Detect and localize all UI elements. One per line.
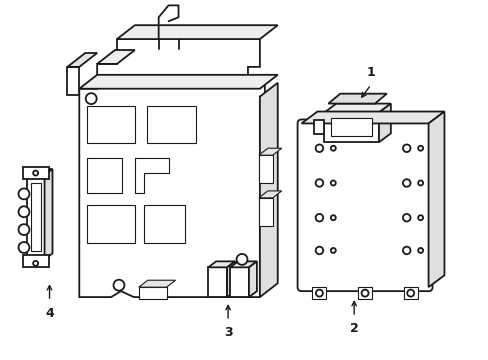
Circle shape — [330, 180, 335, 185]
Polygon shape — [208, 261, 235, 267]
Text: 3: 3 — [224, 326, 232, 339]
Polygon shape — [324, 104, 390, 113]
Circle shape — [417, 146, 422, 151]
Polygon shape — [27, 169, 52, 175]
Circle shape — [19, 206, 29, 217]
Polygon shape — [258, 191, 281, 198]
Polygon shape — [314, 121, 324, 134]
Circle shape — [330, 248, 335, 253]
Polygon shape — [79, 39, 264, 297]
Circle shape — [407, 290, 413, 297]
Polygon shape — [22, 167, 48, 179]
Bar — [331, 118, 371, 136]
Bar — [87, 205, 135, 243]
Polygon shape — [139, 280, 175, 287]
Polygon shape — [301, 112, 444, 123]
Text: 2: 2 — [349, 322, 358, 336]
Bar — [87, 158, 122, 193]
Polygon shape — [22, 255, 48, 267]
Polygon shape — [208, 267, 226, 297]
Circle shape — [315, 247, 323, 254]
Bar — [31, 183, 41, 251]
Circle shape — [330, 215, 335, 220]
Polygon shape — [226, 261, 235, 297]
Circle shape — [19, 224, 29, 235]
Polygon shape — [324, 113, 378, 142]
Polygon shape — [378, 104, 390, 142]
Circle shape — [315, 290, 322, 297]
Circle shape — [19, 242, 29, 253]
Polygon shape — [97, 50, 135, 64]
Polygon shape — [27, 175, 44, 260]
Circle shape — [330, 146, 335, 151]
Circle shape — [402, 179, 409, 187]
Bar — [143, 205, 185, 243]
Circle shape — [402, 214, 409, 221]
Text: 1: 1 — [366, 66, 375, 79]
Bar — [312, 287, 325, 299]
Circle shape — [19, 188, 29, 199]
Bar — [87, 105, 135, 143]
Circle shape — [33, 171, 38, 176]
Polygon shape — [79, 75, 277, 89]
Polygon shape — [67, 53, 97, 67]
Circle shape — [315, 179, 323, 187]
Circle shape — [236, 254, 247, 265]
Polygon shape — [258, 148, 281, 155]
Circle shape — [402, 144, 409, 152]
Bar — [403, 287, 417, 299]
Circle shape — [33, 261, 38, 266]
Bar — [146, 105, 196, 143]
Polygon shape — [67, 67, 79, 95]
Bar — [139, 287, 166, 299]
Circle shape — [417, 215, 422, 220]
Circle shape — [315, 214, 323, 221]
Circle shape — [402, 247, 409, 254]
Polygon shape — [230, 261, 256, 267]
Polygon shape — [327, 94, 386, 104]
Bar — [258, 155, 272, 183]
Polygon shape — [44, 169, 52, 260]
Circle shape — [417, 248, 422, 253]
Bar — [357, 287, 371, 299]
Circle shape — [417, 180, 422, 185]
Circle shape — [361, 290, 368, 297]
Circle shape — [85, 93, 97, 104]
Circle shape — [113, 280, 124, 291]
Polygon shape — [248, 261, 256, 297]
Polygon shape — [117, 25, 277, 39]
Polygon shape — [230, 267, 248, 297]
Polygon shape — [427, 112, 444, 287]
Bar — [258, 198, 272, 226]
Text: 4: 4 — [45, 307, 54, 320]
Polygon shape — [259, 83, 277, 297]
Circle shape — [315, 144, 323, 152]
FancyBboxPatch shape — [297, 120, 432, 291]
